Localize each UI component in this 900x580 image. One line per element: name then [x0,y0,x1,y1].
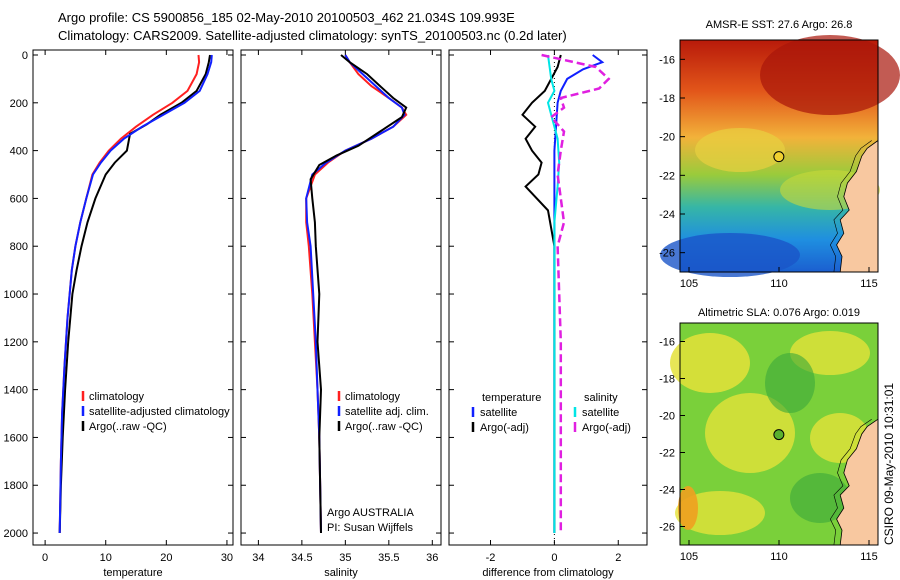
salinity-series-argo-raw-qc- [309,54,408,534]
salinity-series-satellite-adj-clim- [305,54,406,534]
salinity-xtick-label: 34 [252,552,264,564]
temperature-xtick-label: 10 [100,552,112,564]
sla-map-xtick-label: 110 [770,551,788,563]
ytick-label: 0 [22,50,28,62]
difference-xtick-label: -2 [486,552,496,564]
sla-map-xtick-label: 105 [680,551,698,563]
sst-map-ytick-label: -16 [659,54,675,66]
sla-low-patch [765,353,815,413]
temperature-series-satellite-adjusted-climatology [58,54,213,534]
temperature-xtick-label: 0 [42,552,48,564]
temperature-legend-item: Argo(..raw -QC) [89,421,167,433]
diff-legend-salinity-item: satellite [582,407,619,419]
figure-title-line2: Climatology: CARS2009. Satellite-adjuste… [58,28,567,43]
difference-series-salinity-satellite [546,54,561,533]
ytick-label: 1600 [4,432,28,444]
ytick-label: 1200 [4,337,28,349]
salinity-axes-frame [240,49,442,546]
sst-map-ytick-label: -24 [659,209,675,221]
argo-float-marker [773,151,785,163]
argo-pi-note: PI: Susan Wijffels [327,522,413,534]
sst-map-xtick-label: 110 [770,278,788,290]
ytick-label: 200 [10,98,28,110]
difference-series-salinity-argo-adj- [541,53,611,533]
shelf-contour [829,140,872,273]
sst-map-xtick-label: 115 [860,278,878,290]
diff-legend-temperature-item: Argo(-adj) [480,422,529,434]
ytick-label: 1800 [4,480,28,492]
difference-xlabel: difference from climatology [482,567,614,579]
salinity-xtick-label: 35 [339,552,351,564]
diff-legend-temperature-item: satellite [480,407,517,419]
salinity-xlabel: salinity [324,567,358,579]
figure-title-line1: Argo profile: CS 5900856_185 02-May-2010… [58,10,515,25]
diff-legend-salinity-item: Argo(-adj) [582,422,631,434]
temperature-axes-frame [32,49,234,546]
salinity-xtick-label: 34.5 [291,552,312,564]
ytick-label: 600 [10,193,28,205]
salinity-legend-item: climatology [345,391,401,403]
sla-map-ytick-label: -22 [659,448,675,460]
sst-map-ytick-label: -20 [659,132,675,144]
difference-axes-frame [448,49,648,546]
difference-xtick-label: 0 [551,552,557,564]
sla-map-xtick-label: 115 [860,551,878,563]
sla-map-ytick-label: -18 [659,374,675,386]
salinity-legend-item: Argo(..raw -QC) [345,421,423,433]
sla-map-ytick-label: -20 [659,411,675,423]
temperature-legend-item: climatology [89,391,145,403]
temperature-series-argo-raw-qc- [58,54,211,534]
temperature-series-climatology [58,54,201,534]
temperature-legend-item: satellite-adjusted climatology [89,406,230,418]
salinity-xtick-label: 35.5 [378,552,399,564]
shelf-contour [829,418,872,546]
sst-map-ytick-label: -18 [659,93,675,105]
salinity-legend-item: satellite adj. clim. [345,406,429,418]
difference-series-temperature-satellite [553,54,605,533]
ytick-label: 1000 [4,289,28,301]
ytick-label: 800 [10,241,28,253]
sst-map-ytick-label: -22 [659,170,675,182]
temperature-xtick-label: 20 [160,552,172,564]
ytick-label: 2000 [4,528,28,540]
land-australia [836,418,879,546]
sla-map-ytick-label: -26 [659,522,675,534]
sla-peak-patch [678,486,698,530]
diff-legend-temperature-title: temperature [482,392,541,404]
sst-map-xtick-label: 105 [680,278,698,290]
sst-map-ytick-label: -26 [659,248,675,260]
sla-low-patch [790,473,850,523]
credit-timestamp: CSIRO 09-May-2010 10:31:01 [882,383,896,545]
temperature-xtick-label: 30 [221,552,233,564]
diff-legend-salinity-title: salinity [584,392,618,404]
sla-high-patch [670,333,750,393]
ytick-label: 1400 [4,385,28,397]
sst-mid-patch [695,128,785,172]
sla-map-ytick-label: -24 [659,485,675,497]
sla-high-patch [790,331,870,375]
sst-warm-patch [760,35,900,115]
sst-map-title: AMSR-E SST: 27.6 Argo: 26.8 [706,19,853,31]
argo-float-marker [773,429,785,441]
sla-map-title: Altimetric SLA: 0.076 Argo: 0.019 [698,307,860,319]
difference-xtick-label: 2 [615,552,621,564]
ytick-label: 400 [10,146,28,158]
sst-cool-patch [660,233,800,277]
land-australia [836,139,879,273]
temperature-xlabel: temperature [103,567,162,579]
sla-high-patch [705,393,795,473]
salinity-xtick-label: 36 [426,552,438,564]
sla-map-ytick-label: -16 [659,337,675,349]
argo-australia-note: Argo AUSTRALIA [327,507,414,519]
